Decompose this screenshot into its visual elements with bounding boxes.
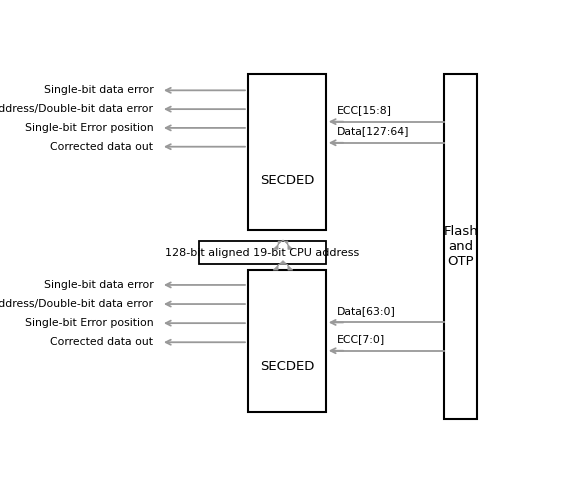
Text: Corrected data out: Corrected data out (51, 337, 154, 347)
Text: ECC[7:0]: ECC[7:0] (337, 334, 385, 344)
Text: Address/Double-bit data error: Address/Double-bit data error (0, 104, 154, 114)
Text: Corrected data out: Corrected data out (51, 142, 154, 152)
Bar (199, 241, 326, 265)
Text: Single-bit data error: Single-bit data error (44, 85, 154, 96)
Text: ECC[15:8]: ECC[15:8] (337, 105, 392, 115)
Bar (248, 74, 326, 230)
Bar (248, 270, 326, 412)
FancyArrow shape (273, 261, 293, 270)
Text: Single-bit data error: Single-bit data error (44, 280, 154, 290)
Text: Data[127:64]: Data[127:64] (337, 126, 409, 136)
Bar (444, 74, 477, 419)
Text: Address/Double-bit data error: Address/Double-bit data error (0, 299, 154, 309)
Text: Flash
and
OTP: Flash and OTP (443, 225, 478, 268)
Text: SECDED: SECDED (260, 360, 314, 373)
Text: Single-bit Error position: Single-bit Error position (25, 123, 154, 133)
Text: Single-bit Error position: Single-bit Error position (25, 318, 154, 328)
Text: Data[63:0]: Data[63:0] (337, 306, 396, 316)
FancyArrow shape (273, 240, 293, 249)
Text: SECDED: SECDED (260, 174, 314, 187)
Text: 128-bit aligned 19-bit CPU address: 128-bit aligned 19-bit CPU address (165, 248, 359, 258)
